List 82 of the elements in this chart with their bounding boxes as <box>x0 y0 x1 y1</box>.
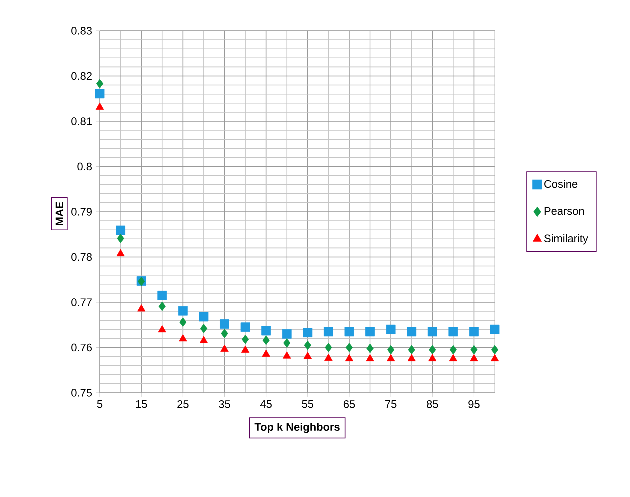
x-tick-label: 65 <box>344 400 356 408</box>
point <box>366 327 375 337</box>
legend-label: Cosine <box>544 180 578 188</box>
point <box>428 327 438 337</box>
point <box>262 350 270 357</box>
point <box>117 234 124 244</box>
x-tick-label: 25 <box>178 400 189 408</box>
point <box>490 324 500 334</box>
point <box>366 344 374 354</box>
point <box>304 352 312 360</box>
point <box>178 306 188 316</box>
point <box>448 327 458 337</box>
x-tick-label: 15 <box>136 400 148 408</box>
point <box>345 354 354 362</box>
point <box>220 320 230 329</box>
x-tick-label: 75 <box>386 400 397 408</box>
y-tick-label: 0.83 <box>72 27 92 35</box>
point <box>262 336 270 346</box>
point <box>283 352 292 359</box>
point <box>158 302 166 312</box>
point <box>199 312 209 322</box>
x-tick-label: 5 <box>97 400 103 408</box>
point <box>240 322 250 332</box>
point <box>324 354 333 362</box>
point <box>158 291 168 300</box>
point <box>200 324 208 334</box>
x-tick-label: 35 <box>219 400 230 408</box>
point <box>386 324 396 334</box>
y-tick-label: 0.78 <box>72 253 92 262</box>
y-axis-title: MAE <box>56 202 64 226</box>
point <box>284 338 291 348</box>
point <box>428 354 437 362</box>
point <box>220 344 229 352</box>
point <box>346 343 354 352</box>
point <box>470 354 478 362</box>
x-tick-label: 95 <box>468 400 480 408</box>
point <box>96 79 104 89</box>
y-tick-label: 0.77 <box>72 298 92 306</box>
point <box>262 326 272 336</box>
point <box>96 102 104 110</box>
point <box>408 345 416 355</box>
y-tick-label: 0.75 <box>72 389 92 397</box>
point <box>470 345 478 355</box>
point <box>449 354 458 362</box>
point <box>179 334 188 342</box>
point <box>282 329 292 339</box>
point <box>158 325 166 333</box>
point <box>387 345 395 355</box>
point <box>303 328 313 338</box>
point <box>491 345 499 355</box>
point <box>304 340 312 350</box>
point <box>137 304 146 312</box>
x-tick-label: 45 <box>260 400 272 408</box>
legend-label: Pearson <box>544 207 584 216</box>
point <box>116 249 125 257</box>
point <box>324 327 334 337</box>
legend-label: Similarity <box>544 234 588 245</box>
y-tick-label: 0.81 <box>72 118 92 126</box>
y-tick-label: 0.79 <box>72 208 92 216</box>
point <box>407 327 417 337</box>
point <box>450 345 457 355</box>
x-tick-label: 85 <box>427 400 438 408</box>
point <box>180 318 187 328</box>
point <box>470 327 479 337</box>
point <box>325 343 332 352</box>
point <box>386 354 396 362</box>
point <box>429 345 436 355</box>
y-tick-label: 0.8 <box>78 162 92 171</box>
x-tick-label: 55 <box>302 400 314 408</box>
x-axis-title: Top k Neighbors <box>254 422 340 434</box>
point <box>95 89 105 99</box>
point <box>116 226 126 236</box>
y-tick-label: 0.82 <box>72 72 92 80</box>
point <box>221 329 228 338</box>
point <box>242 334 250 344</box>
y-tick-label: 0.76 <box>72 344 92 352</box>
point <box>366 354 374 362</box>
point <box>490 354 500 362</box>
point <box>344 327 354 337</box>
point <box>241 346 250 353</box>
point <box>200 336 208 344</box>
point <box>408 354 416 362</box>
